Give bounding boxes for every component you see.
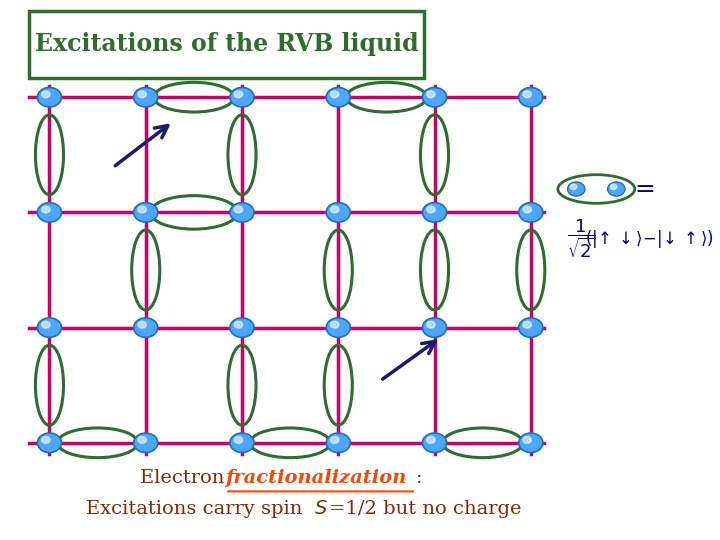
- Circle shape: [42, 321, 50, 328]
- Text: fractionalization: fractionalization: [225, 469, 407, 487]
- Text: =1/2 but no charge: =1/2 but no charge: [329, 500, 521, 518]
- Circle shape: [523, 91, 531, 98]
- Circle shape: [234, 91, 243, 98]
- Circle shape: [518, 202, 543, 222]
- Circle shape: [37, 433, 61, 453]
- Circle shape: [37, 87, 61, 107]
- Circle shape: [523, 206, 531, 213]
- Circle shape: [518, 433, 543, 453]
- Circle shape: [138, 321, 146, 328]
- Circle shape: [326, 202, 351, 222]
- Circle shape: [523, 436, 531, 443]
- Circle shape: [427, 91, 435, 98]
- Circle shape: [134, 87, 158, 107]
- Text: $\dfrac{1}{\sqrt{2}}$: $\dfrac{1}{\sqrt{2}}$: [567, 217, 595, 260]
- Circle shape: [326, 318, 351, 338]
- Circle shape: [37, 202, 61, 222]
- Circle shape: [138, 206, 146, 213]
- Circle shape: [138, 436, 146, 443]
- Circle shape: [567, 182, 585, 196]
- Circle shape: [423, 87, 446, 107]
- FancyBboxPatch shape: [30, 11, 424, 78]
- Circle shape: [427, 321, 435, 328]
- Text: Excitations carry spin: Excitations carry spin: [86, 500, 309, 518]
- Text: :: :: [415, 469, 423, 487]
- Circle shape: [608, 182, 625, 196]
- Circle shape: [518, 318, 543, 338]
- Circle shape: [427, 206, 435, 213]
- Circle shape: [427, 436, 435, 443]
- Circle shape: [42, 206, 50, 213]
- Circle shape: [230, 433, 254, 453]
- Circle shape: [134, 433, 158, 453]
- Circle shape: [523, 321, 531, 328]
- Circle shape: [326, 433, 351, 453]
- Circle shape: [423, 318, 446, 338]
- Text: $S$: $S$: [314, 499, 328, 518]
- Circle shape: [230, 87, 254, 107]
- Circle shape: [234, 321, 243, 328]
- Text: Electron: Electron: [140, 469, 230, 487]
- Circle shape: [570, 184, 577, 190]
- Circle shape: [42, 91, 50, 98]
- Circle shape: [423, 433, 446, 453]
- Circle shape: [230, 318, 254, 338]
- Circle shape: [134, 202, 158, 222]
- Circle shape: [326, 87, 351, 107]
- Circle shape: [518, 87, 543, 107]
- Text: Excitations of the RVB liquid: Excitations of the RVB liquid: [35, 32, 418, 56]
- Circle shape: [330, 436, 339, 443]
- Circle shape: [330, 206, 339, 213]
- Circle shape: [611, 184, 617, 190]
- Circle shape: [330, 91, 339, 98]
- Circle shape: [230, 202, 254, 222]
- Circle shape: [42, 436, 50, 443]
- Circle shape: [37, 318, 61, 338]
- Text: $(|\!\uparrow\downarrow\rangle\!-\!|\!\downarrow\uparrow\rangle)$: $(|\!\uparrow\downarrow\rangle\!-\!|\!\d…: [585, 228, 714, 249]
- Circle shape: [423, 202, 446, 222]
- Text: =: =: [634, 178, 655, 200]
- Circle shape: [134, 318, 158, 338]
- Circle shape: [330, 321, 339, 328]
- Circle shape: [138, 91, 146, 98]
- Circle shape: [234, 436, 243, 443]
- Circle shape: [234, 206, 243, 213]
